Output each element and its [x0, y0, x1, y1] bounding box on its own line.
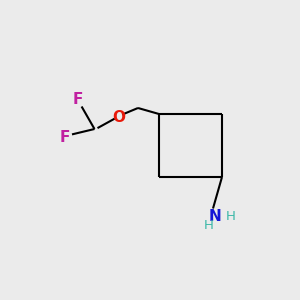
Text: F: F [59, 130, 70, 146]
Text: F: F [72, 92, 82, 107]
Text: O: O [112, 110, 125, 124]
Text: H: H [226, 210, 235, 223]
Text: N: N [209, 209, 222, 224]
Text: H: H [204, 219, 213, 232]
